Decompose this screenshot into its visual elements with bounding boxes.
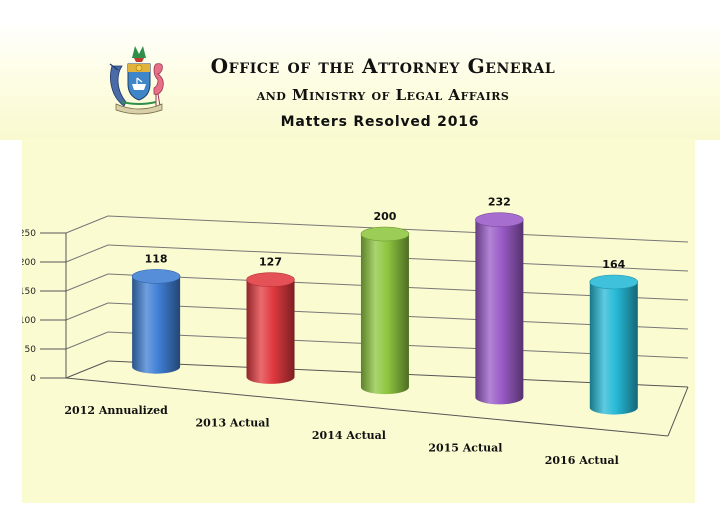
chart-panel: 0 50 100 150 200 250 118 2012 Annualized 127 2013…: [22, 138, 695, 503]
gridline-depth: [65, 244, 109, 263]
bar: [246, 272, 295, 384]
x-axis-line: [65, 377, 669, 437]
y-tick-label: 0: [30, 374, 36, 384]
y-tick-label: 250: [22, 229, 36, 239]
x-tick-label: 2016 Actual: [545, 454, 619, 467]
bar-top: [475, 212, 524, 228]
org-subtitle: and Ministry of Legal Affairs: [256, 86, 510, 104]
bar-body: [246, 279, 295, 384]
floor-left-edge: [65, 360, 109, 379]
bar-body: [589, 282, 638, 415]
y-tick-label: 50: [25, 345, 37, 355]
x-tick-label: 2012 Annualized: [64, 404, 168, 417]
data-label: 232: [488, 196, 511, 209]
data-label: 164: [602, 258, 625, 271]
org-title: Office of the Attorney General: [210, 54, 556, 78]
gridline-depth: [65, 331, 109, 350]
x-tick-label: 2013 Actual: [195, 416, 269, 429]
bar-top: [246, 272, 295, 287]
gridline-depth: [65, 302, 109, 321]
bar-body: [475, 219, 524, 405]
bar-top: [131, 269, 181, 284]
bahamas-coat-of-arms-icon: [109, 46, 164, 115]
y-tick-label: 150: [22, 287, 36, 297]
bar-body: [360, 234, 409, 395]
chart-title: Matters Resolved 2016: [280, 114, 480, 130]
bar: [589, 274, 639, 415]
bar: [360, 226, 410, 395]
bar: [475, 212, 524, 405]
bar-top: [360, 226, 410, 242]
y-tick-label: 100: [22, 316, 36, 326]
x-tick-label: 2015 Actual: [428, 442, 502, 455]
floor-right-edge: [667, 386, 689, 437]
data-label: 118: [145, 252, 168, 265]
gridline-depth: [65, 273, 109, 292]
data-label: 127: [259, 256, 282, 269]
data-label: 200: [373, 210, 396, 223]
x-tick-label: 2014 Actual: [312, 429, 386, 442]
y-tick-label: 200: [22, 258, 36, 268]
gridline-depth: [65, 215, 109, 234]
bar-chart: 0 50 100 150 200 250 118 2012 Annualized 127 2013…: [22, 196, 689, 467]
bar: [131, 269, 181, 374]
bar-body: [132, 276, 181, 374]
bar-top: [589, 274, 639, 290]
